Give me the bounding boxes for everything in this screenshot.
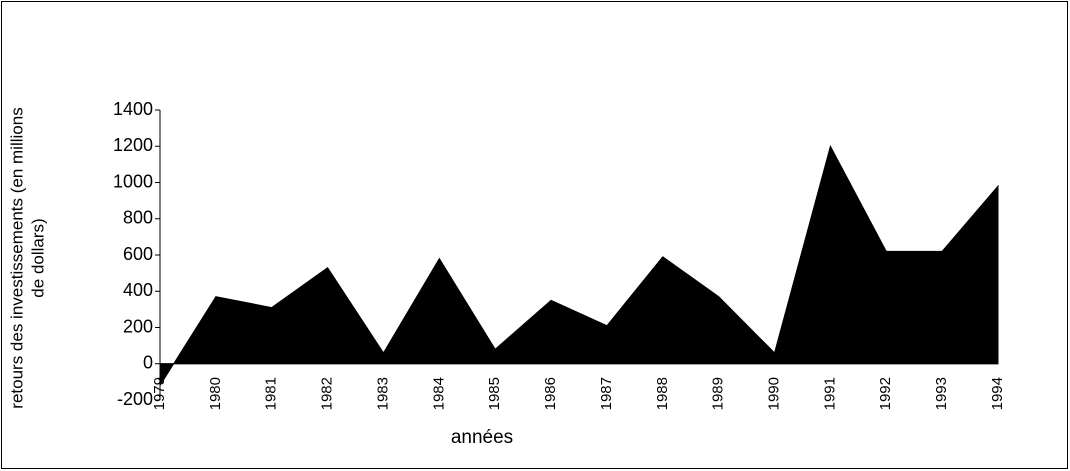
area — [159, 144, 999, 388]
x-tick-label: 1979 — [151, 377, 168, 410]
x-tick-label: 1983 — [374, 377, 391, 410]
x-tick-label: 1987 — [598, 377, 615, 410]
y-axis-label: de dollars) — [28, 218, 47, 297]
x-tick-label: 1986 — [542, 377, 559, 410]
x-tick-label: 1994 — [989, 377, 1006, 410]
x-tick-label: 1985 — [486, 377, 503, 410]
x-tick-label: 1989 — [710, 377, 727, 410]
x-tick-label: 1981 — [263, 377, 280, 410]
y-axis-label: retours des investissements (en millions — [7, 107, 26, 408]
x-axis-label: années — [451, 427, 513, 448]
x-tick-label: 1992 — [877, 377, 894, 410]
y-tick-label: 200 — [123, 316, 153, 336]
x-tick-label: 1991 — [821, 377, 838, 410]
y-tick-label: 0 — [143, 353, 153, 373]
y-tick-label: -200 — [117, 389, 153, 409]
y-tick-label: 400 — [123, 280, 153, 300]
x-tick-label: 1988 — [654, 377, 671, 410]
y-tick-label: 600 — [123, 244, 153, 264]
y-tick-label: 1000 — [113, 171, 153, 191]
x-tick-label: 1982 — [319, 377, 336, 410]
y-tick-label: 1400 — [113, 99, 153, 119]
x-tick-label: 1980 — [207, 377, 224, 410]
y-tick-label: 800 — [123, 208, 153, 228]
x-tick-label: 1984 — [430, 377, 447, 410]
x-tick-label: 1993 — [933, 377, 950, 410]
y-tick-label: 1200 — [113, 135, 153, 155]
x-tick-label: 1990 — [766, 377, 783, 410]
